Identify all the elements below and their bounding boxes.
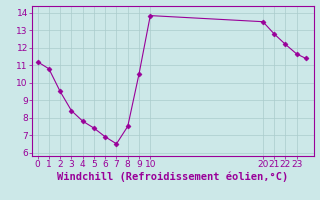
X-axis label: Windchill (Refroidissement éolien,°C): Windchill (Refroidissement éolien,°C): [57, 172, 288, 182]
